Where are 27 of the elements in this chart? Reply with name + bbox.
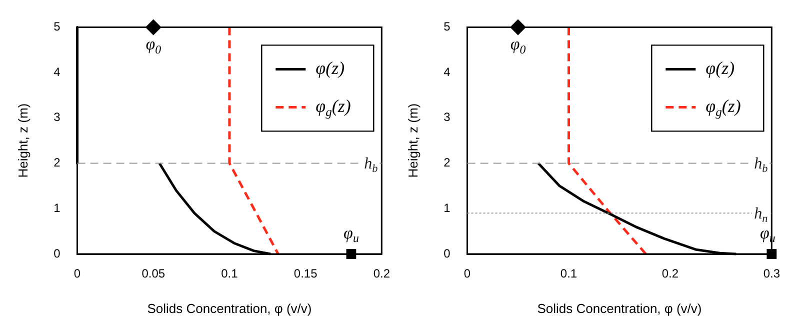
legend-label: φ(z) <box>706 58 735 78</box>
y-tick-label: 4 <box>444 64 451 79</box>
y-tick-label: 0 <box>54 246 61 260</box>
y-tick-label: 5 <box>444 20 451 34</box>
y-tick-label: 1 <box>54 200 61 215</box>
y-tick-label: 2 <box>54 156 61 170</box>
x-tick-label: 0.2 <box>373 266 390 281</box>
y-tick-label: 0 <box>444 246 451 260</box>
x-tick-label: 0.15 <box>294 266 318 281</box>
y-tick-label: 3 <box>444 110 451 124</box>
y-axis-title: Height, z (m) <box>405 103 420 178</box>
y-tick-label: 3 <box>54 110 61 124</box>
x-tick-label: 0.1 <box>221 266 238 281</box>
x-tick-label: 0 <box>74 266 81 281</box>
x-axis-title: Solids Concentration, φ (v/v) <box>147 300 312 316</box>
x-tick-label: 0.3 <box>763 266 780 281</box>
y-axis-title: Height, z (m) <box>15 103 30 178</box>
y-tick-label: 4 <box>54 64 61 79</box>
y-tick-label: 2 <box>444 156 451 170</box>
x-tick-label: 0 <box>464 266 471 281</box>
x-tick-label: 0.1 <box>560 266 578 281</box>
y-tick-label: 1 <box>444 200 451 215</box>
x-axis-title: Solids Concentration, φ (v/v) <box>537 300 702 316</box>
x-tick-label: 0.05 <box>142 266 166 281</box>
x-tick-label: 0.2 <box>662 266 679 281</box>
legend-label: φ(z) <box>316 58 345 78</box>
y-tick-label: 5 <box>54 20 61 34</box>
